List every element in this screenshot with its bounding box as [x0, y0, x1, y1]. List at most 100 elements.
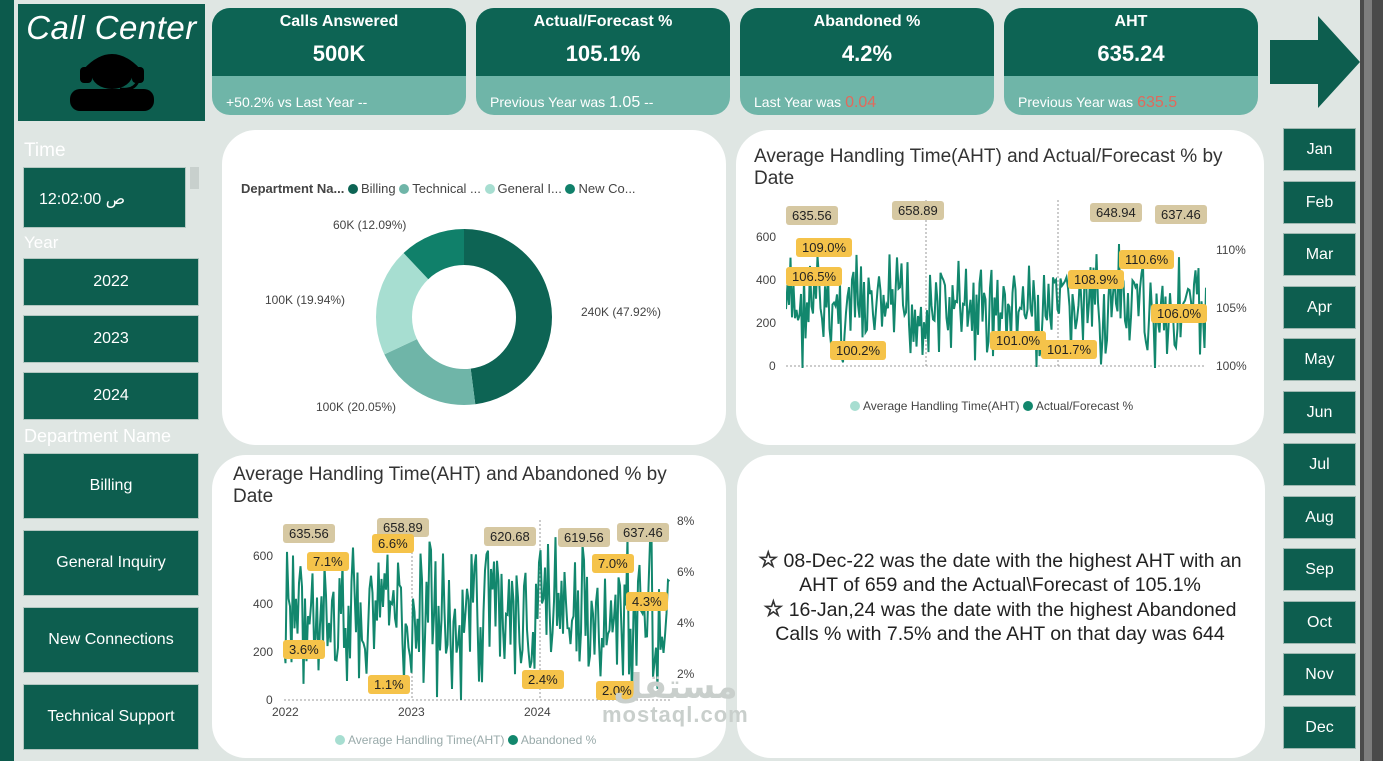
kpi-abandoned: Abandoned % 4.2% Last Year was 0.04: [740, 8, 994, 115]
aht-forecast-legend: Average Handling Time(AHT) Actual/Foreca…: [850, 399, 1133, 413]
headset-agent-icon: [69, 54, 154, 111]
insights-text: ☆ 08-Dec-22 was the date with the highes…: [750, 547, 1250, 646]
donut-slice-general[interactable]: [376, 229, 552, 405]
y-tick: 600: [756, 230, 777, 244]
month-feb-button[interactable]: Feb: [1283, 181, 1356, 224]
time-scroll-thumb[interactable]: [190, 167, 199, 189]
legend-item[interactable]: Technical ...: [399, 181, 481, 196]
month-nov-button[interactable]: Nov: [1283, 653, 1356, 696]
month-aug-button[interactable]: Aug: [1283, 496, 1356, 539]
month-oct-button[interactable]: Oct: [1283, 601, 1356, 644]
kpi-value: 500K: [312, 41, 366, 66]
month-may-button[interactable]: May: [1283, 338, 1356, 381]
month-jun-button[interactable]: Jun: [1283, 391, 1356, 434]
pct-data-label: 7.1%: [307, 552, 349, 571]
month-mar-button[interactable]: Mar: [1283, 233, 1356, 276]
time-slicer[interactable]: 12:02:00 ص: [23, 167, 186, 228]
kpi-calls-answered: Calls Answered 500K +50.2% vs Last Year …: [212, 8, 466, 115]
kpi-title: AHT: [1114, 13, 1148, 30]
y-tick: 0: [266, 693, 273, 707]
left-edge-strip: [0, 0, 14, 761]
next-page-arrow-icon[interactable]: [1266, 12, 1362, 112]
donut-slice-technical[interactable]: [376, 229, 552, 405]
pct-data-label: 4.3%: [626, 592, 668, 611]
aht-forecast-plot: [786, 200, 1206, 369]
aht-forecast-title: Average Handling Time(AHT) and Actual/Fo…: [754, 146, 1223, 189]
page-title: Call Center: [26, 9, 197, 46]
pct-data-label: 106.0%: [1151, 304, 1208, 323]
pct-data-label: 108.9%: [1068, 270, 1125, 289]
logo-panel: Call Center: [18, 4, 205, 121]
y-tick: 400: [253, 597, 274, 611]
donut-slice-new[interactable]: [376, 229, 552, 405]
donut-chart: [376, 229, 552, 405]
pct-data-label: 3.6%: [283, 640, 325, 659]
aht-abandoned-title: Average Handling Time(AHT) and Abandoned…: [233, 464, 667, 507]
department-new-connections-button[interactable]: New Connections: [23, 607, 199, 673]
y2-tick: 100%: [1216, 359, 1247, 373]
department-general-inquiry-button[interactable]: General Inquiry: [23, 530, 199, 596]
kpi-title: Calls Answered: [279, 13, 399, 30]
donut-legend: Department Na... Billing Technical ... G…: [241, 181, 636, 196]
year-2022-button[interactable]: 2022: [23, 258, 199, 306]
year-label: Year: [24, 233, 59, 252]
month-jan-button[interactable]: Jan: [1283, 128, 1356, 171]
pct-data-label: 110.6%: [1119, 250, 1175, 269]
month-apr-button[interactable]: Apr: [1283, 286, 1356, 329]
legend-item[interactable]: Average Handling Time(AHT): [850, 399, 1020, 413]
aht-data-label: 635.56: [283, 524, 335, 543]
year-2023-button[interactable]: 2023: [23, 315, 199, 363]
kpi-footer-suffix: --: [644, 94, 654, 110]
pct-data-label: 2.0%: [596, 681, 638, 700]
legend-item[interactable]: Actual/Forecast %: [1022, 399, 1133, 413]
kpi-footer-value: 0.04: [845, 94, 877, 111]
pct-data-label: 100.2%: [830, 341, 887, 360]
scrollbar-thumb[interactable]: [1364, 0, 1372, 761]
legend-item[interactable]: Billing: [347, 181, 396, 196]
legend-title: Department Na...: [241, 181, 345, 196]
aht-data-label: 635.56: [786, 206, 838, 225]
legend-item[interactable]: Abandoned %: [507, 733, 596, 747]
kpi-aht: AHT 635.24 Previous Year was 635.5: [1004, 8, 1258, 115]
aht-data-label: 637.46: [1155, 205, 1207, 224]
insights-card: [737, 455, 1265, 758]
legend-item[interactable]: New Co...: [565, 181, 636, 196]
aht-series-line: [284, 532, 670, 701]
month-dec-button[interactable]: Dec: [1283, 706, 1356, 749]
aht-abandoned-legend: Average Handling Time(AHT) Abandoned %: [335, 733, 596, 747]
pct-data-label: 1.1%: [368, 675, 410, 694]
month-sep-button[interactable]: Sep: [1283, 548, 1356, 591]
kpi-footer: +50.2% vs Last Year --: [226, 94, 368, 110]
pct-data-label: 109.0%: [796, 238, 853, 257]
pct-data-label: 101.0%: [990, 331, 1047, 350]
year-2024-button[interactable]: 2024: [23, 372, 199, 420]
y2-tick: 6%: [677, 565, 695, 579]
y-tick: 400: [756, 273, 777, 287]
y2-tick: 8%: [677, 514, 695, 528]
kpi-value: 635.24: [1097, 41, 1165, 66]
legend-item[interactable]: Average Handling Time(AHT): [335, 733, 505, 747]
time-label: Time: [24, 140, 66, 161]
pct-data-label: 106.5%: [786, 267, 843, 286]
watermark-arabic: مستقل: [613, 668, 738, 706]
aht-series-line: [786, 243, 1206, 369]
donut-label-general: 100K (19.94%): [265, 293, 346, 307]
y2-tick: 4%: [677, 616, 695, 630]
legend-item[interactable]: General I...: [484, 181, 562, 196]
department-billing-button[interactable]: Billing: [23, 453, 199, 519]
y-tick: 200: [253, 645, 274, 659]
donut-label-technical: 100K (20.05%): [316, 400, 397, 414]
department-technical-support-button[interactable]: Technical Support: [23, 684, 199, 750]
pct-data-label: 7.0%: [592, 554, 634, 573]
insight-line-2: 16-Jan,24 was the date with the highest …: [775, 599, 1237, 645]
month-jul-button[interactable]: Jul: [1283, 443, 1356, 486]
scrollbar[interactable]: [1360, 0, 1383, 761]
kpi-value: 4.2%: [841, 41, 893, 66]
x-tick: 2023: [398, 705, 425, 719]
star-icon: ☆: [763, 596, 784, 621]
kpi-footer-label: Previous Year was: [490, 94, 606, 110]
y2-tick: 2%: [677, 667, 695, 681]
kpi-footer-value: 1.05: [609, 94, 641, 111]
kpi-footer-label: Previous Year was: [1018, 94, 1134, 110]
watermark: مستقل mostaql.com: [602, 668, 749, 728]
